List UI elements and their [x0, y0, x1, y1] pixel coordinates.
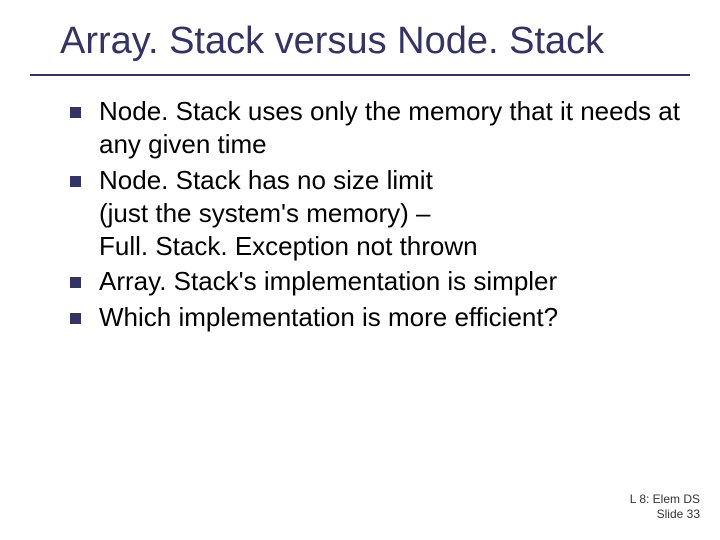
list-item: Node. Stack has no size limit(just the s… — [70, 164, 690, 264]
slide-footer: L 8: Elem DS Slide 33 — [630, 492, 700, 522]
slide-container: Array. Stack versus Node. Stack Node. St… — [0, 0, 720, 540]
square-bullet-icon — [70, 107, 81, 118]
square-bullet-icon — [70, 176, 81, 187]
list-item-text: Array. Stack's implementation is simpler — [99, 265, 690, 298]
list-item: Node. Stack uses only the memory that it… — [70, 95, 690, 162]
footer-line-2: Slide 33 — [630, 507, 700, 522]
footer-line-1: L 8: Elem DS — [630, 492, 700, 507]
list-item-text: Node. Stack uses only the memory that it… — [99, 95, 690, 162]
square-bullet-icon — [70, 313, 81, 324]
list-item-text: Which implementation is more efficient? — [99, 301, 690, 334]
list-item: Which implementation is more efficient? — [70, 301, 690, 334]
title-underline — [30, 74, 690, 76]
list-item-text: Node. Stack has no size limit(just the s… — [99, 164, 690, 264]
slide-body: Node. Stack uses only the memory that it… — [70, 95, 690, 336]
square-bullet-icon — [70, 277, 81, 288]
slide-title: Array. Stack versus Node. Stack — [60, 20, 700, 63]
list-item: Array. Stack's implementation is simpler — [70, 265, 690, 298]
